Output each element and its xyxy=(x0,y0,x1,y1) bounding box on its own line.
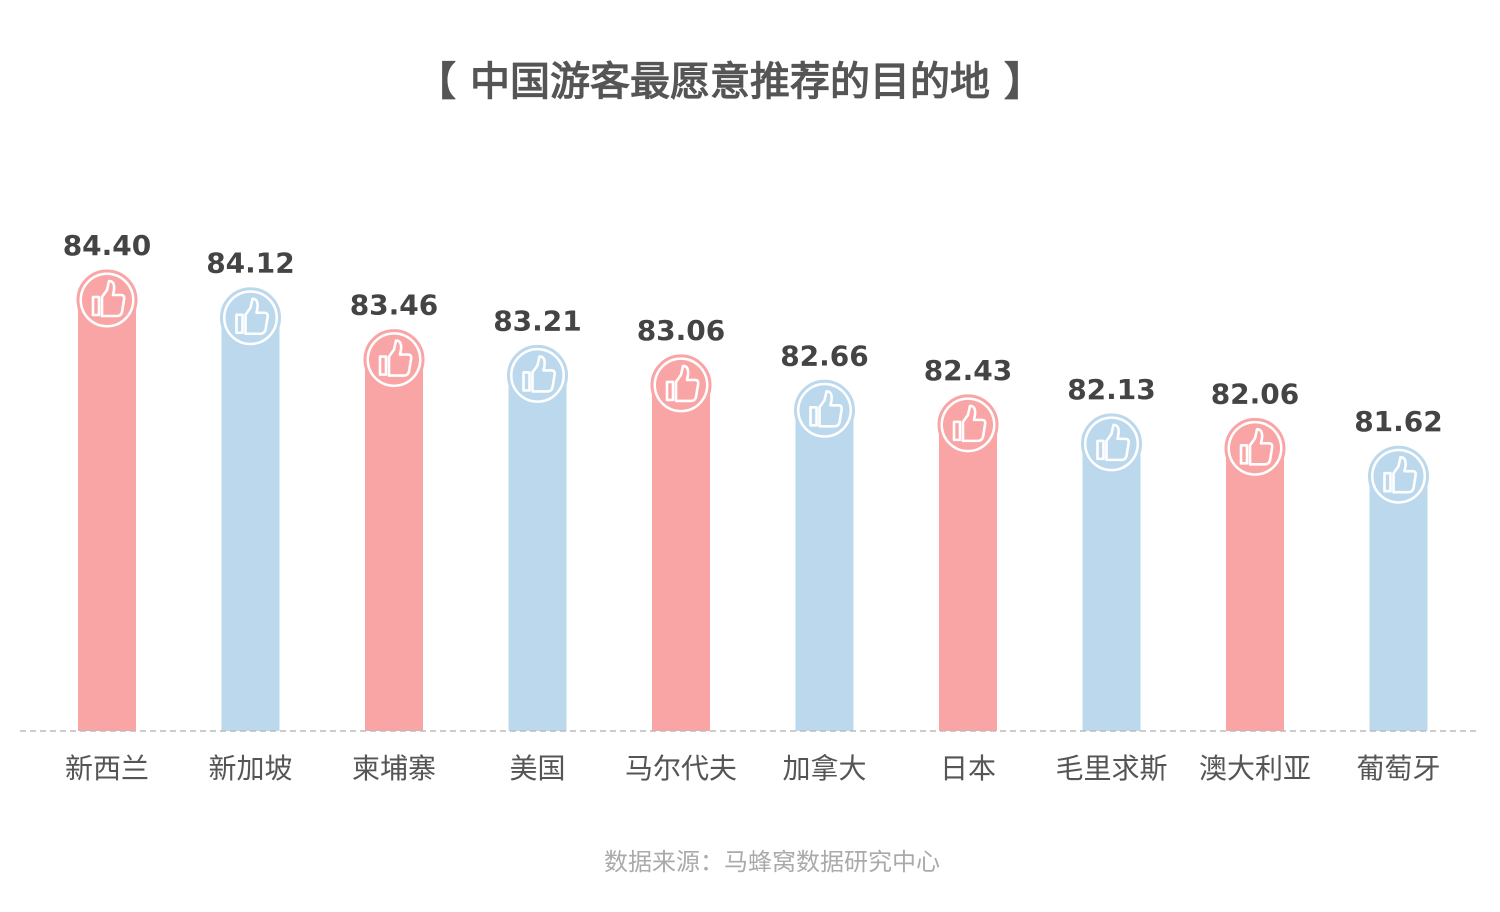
thumbs-up-icon xyxy=(650,354,712,416)
thumbs-up-icon xyxy=(363,329,425,391)
bar xyxy=(365,330,423,731)
value-label: 84.12 xyxy=(206,247,295,280)
source-note: 数据来源：马蜂窝数据研究中心 xyxy=(604,848,940,876)
bar-group: 81.62 葡萄牙 xyxy=(1354,405,1443,785)
category-label: 柬埔寨 xyxy=(352,752,436,785)
thumbs-up-icon xyxy=(1081,413,1142,475)
bar xyxy=(652,355,710,731)
bar xyxy=(221,288,280,731)
bar xyxy=(1369,447,1428,731)
bar xyxy=(78,271,136,731)
category-label: 加拿大 xyxy=(782,752,866,785)
value-label: 83.06 xyxy=(637,314,726,347)
bar xyxy=(795,381,854,731)
category-label: 日本 xyxy=(940,752,996,785)
bar-group: 83.46 柬埔寨 xyxy=(350,289,439,785)
bar-group: 83.21 美国 xyxy=(493,304,582,785)
thumbs-up-icon xyxy=(1368,445,1429,507)
bar-group: 82.13 毛里求斯 xyxy=(1055,373,1167,785)
value-label: 82.66 xyxy=(780,339,869,372)
value-label: 83.46 xyxy=(350,289,439,322)
category-label: 美国 xyxy=(509,752,565,785)
bar-group: 84.12 新加坡 xyxy=(206,247,295,785)
category-label: 澳大利亚 xyxy=(1199,752,1311,785)
category-label: 马尔代夫 xyxy=(625,752,737,785)
bar-group: 82.43 日本 xyxy=(924,354,1013,785)
value-label: 83.21 xyxy=(493,304,582,337)
value-label: 82.13 xyxy=(1067,373,1156,406)
bar-group: 84.40 新西兰 xyxy=(63,229,152,785)
bar xyxy=(508,346,567,731)
thumbs-up-icon xyxy=(1224,417,1286,479)
bar-group: 82.66 加拿大 xyxy=(780,339,869,785)
thumbs-up-icon xyxy=(220,287,281,349)
bar-group: 82.06 澳大利亚 xyxy=(1199,377,1311,785)
value-label: 82.06 xyxy=(1211,377,1300,410)
bar xyxy=(939,395,997,731)
thumbs-up-icon xyxy=(794,379,855,441)
chart-title: 【 中国游客最愿意推荐的目的地 】 xyxy=(416,59,1044,105)
value-label: 81.62 xyxy=(1354,405,1443,438)
category-label: 新加坡 xyxy=(208,752,292,785)
thumbs-up-icon xyxy=(937,394,999,456)
value-label: 82.43 xyxy=(924,354,1013,387)
bars-group: 84.40 新西兰 84.12 新加坡 83.46 柬埔寨 83.21 美国 83.06 马尔代夫… xyxy=(63,229,1443,785)
bar xyxy=(1082,414,1141,731)
value-label: 84.40 xyxy=(63,229,152,262)
category-label: 葡萄牙 xyxy=(1356,752,1440,785)
thumbs-up-icon xyxy=(76,269,138,331)
bar xyxy=(1226,419,1284,731)
bar-group: 83.06 马尔代夫 xyxy=(625,314,737,785)
thumbs-up-icon xyxy=(507,344,568,406)
category-label: 毛里求斯 xyxy=(1055,752,1167,785)
category-label: 新西兰 xyxy=(65,752,149,785)
